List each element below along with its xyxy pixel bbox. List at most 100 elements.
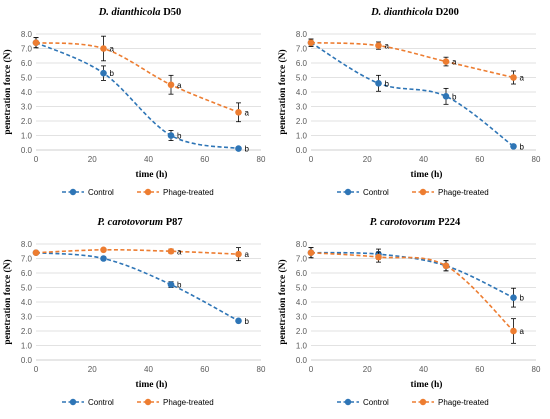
x-axis-title: time (h) [136, 379, 168, 390]
y-tick-label: 3.0 [296, 103, 308, 112]
y-tick-label: 5.0 [21, 74, 33, 83]
series-line-phage-treated [310, 41, 514, 79]
x-axis-title: time (h) [411, 379, 443, 390]
x-tick-label: 40 [144, 365, 153, 374]
series-line-control [310, 42, 514, 148]
significance-letter: a [177, 247, 182, 256]
y-tick-label: 8.0 [296, 240, 308, 249]
series-line-phage-treated [35, 248, 239, 255]
data-point [307, 39, 315, 46]
significance-letter: b [177, 132, 182, 141]
significance-letter: b [110, 69, 115, 78]
chart-title-strain: D200 [433, 7, 459, 18]
series-line-control [35, 41, 239, 150]
data-point [100, 246, 107, 254]
data-point [100, 45, 107, 52]
data-point [510, 327, 517, 335]
significance-letter: b [520, 294, 525, 303]
series-line-phage-treated [35, 41, 239, 114]
data-point [235, 109, 242, 116]
legend-marker [69, 398, 77, 406]
series-line-phage-treated [310, 251, 515, 332]
y-tick-label: 6.0 [296, 269, 308, 278]
legend-label: Control [88, 188, 114, 197]
legend-label: Phage-treated [438, 188, 489, 197]
y-axis-title: penetration force (N) [2, 49, 13, 134]
chart-title-strain: P87 [163, 217, 183, 228]
y-tick-label: 2.0 [296, 327, 308, 336]
data-point [167, 81, 175, 89]
y-tick-label: 5.0 [21, 284, 33, 293]
y-tick-label: 2.0 [296, 117, 308, 126]
y-tick-label: 4.0 [21, 88, 33, 97]
significance-letter: b [385, 79, 390, 88]
data-point [510, 74, 517, 81]
legend-label: Phage-treated [438, 398, 489, 407]
data-point [375, 80, 382, 87]
y-axis-title: penetration force (N) [277, 259, 288, 344]
legend-label: Control [363, 398, 389, 407]
legend-label: Control [363, 188, 389, 197]
data-point [100, 255, 107, 262]
data-point [100, 69, 107, 77]
significance-letter: a [452, 58, 457, 67]
significance-letter: a [245, 108, 250, 117]
chart-title: D. dianthicola D200 [370, 7, 459, 18]
x-tick-label: 80 [257, 155, 266, 164]
significance-letter: b [245, 145, 250, 154]
significance-letter: a [520, 74, 525, 83]
x-tick-label: 60 [200, 365, 209, 374]
y-tick-label: 2.0 [21, 327, 33, 336]
chart-title-strain: P224 [435, 217, 461, 228]
x-tick-label: 20 [88, 155, 97, 164]
chart-title-species: P. carotovorum [97, 217, 163, 228]
x-tick-label: 80 [257, 365, 266, 374]
y-tick-label: 4.0 [296, 88, 308, 97]
y-tick-label: 8.0 [21, 240, 33, 249]
y-tick-label: 2.0 [21, 117, 33, 126]
x-tick-label: 0 [309, 155, 314, 164]
y-tick-label: 3.0 [21, 313, 33, 322]
data-point [235, 145, 242, 152]
significance-letter: a [385, 42, 390, 51]
y-tick-label: 0.0 [21, 356, 33, 365]
y-tick-label: 5.0 [296, 284, 308, 293]
y-tick-label: 4.0 [296, 298, 308, 307]
y-tick-label: 6.0 [21, 59, 33, 68]
chart-title: P. carotovorum P224 [370, 217, 461, 228]
y-tick-label: 5.0 [296, 74, 308, 83]
significance-letter: a [110, 45, 115, 54]
chart-title: P. carotovorum P87 [97, 217, 182, 228]
y-tick-label: 1.0 [296, 132, 308, 141]
legend-marker [144, 398, 152, 406]
data-point [375, 253, 382, 261]
data-point [375, 42, 382, 49]
data-point [442, 262, 450, 270]
legend-label: Control [88, 398, 114, 407]
y-tick-label: 6.0 [21, 269, 33, 278]
x-tick-label: 40 [144, 155, 153, 164]
y-tick-label: 1.0 [21, 342, 33, 351]
x-tick-label: 0 [309, 365, 314, 374]
legend: Control Phage-treated [62, 398, 214, 407]
significance-letter: a [177, 81, 182, 90]
data-point [510, 143, 517, 150]
chart-d-dianthicola-d200: D. dianthicola D200 0.0 1.0 2.0 3.0 4.0 5.0 6.0… [277, 7, 541, 197]
x-tick-label: 40 [419, 365, 428, 374]
legend: Control Phage-treated [337, 398, 489, 407]
y-tick-label: 0.0 [296, 356, 308, 365]
legend: Control Phage-treated [62, 188, 214, 197]
legend-label: Phage-treated [163, 398, 214, 407]
x-tick-label: 80 [532, 365, 541, 374]
data-point [235, 317, 242, 325]
data-point [235, 250, 242, 258]
data-point [307, 249, 315, 256]
data-point [167, 247, 175, 255]
x-axis-title: time (h) [411, 169, 443, 180]
x-tick-label: 60 [200, 155, 209, 164]
y-tick-label: 7.0 [21, 255, 33, 264]
data-point [167, 281, 175, 288]
significance-letter: b [245, 317, 250, 326]
significance-letter: a [520, 327, 525, 336]
data-point [442, 58, 450, 65]
